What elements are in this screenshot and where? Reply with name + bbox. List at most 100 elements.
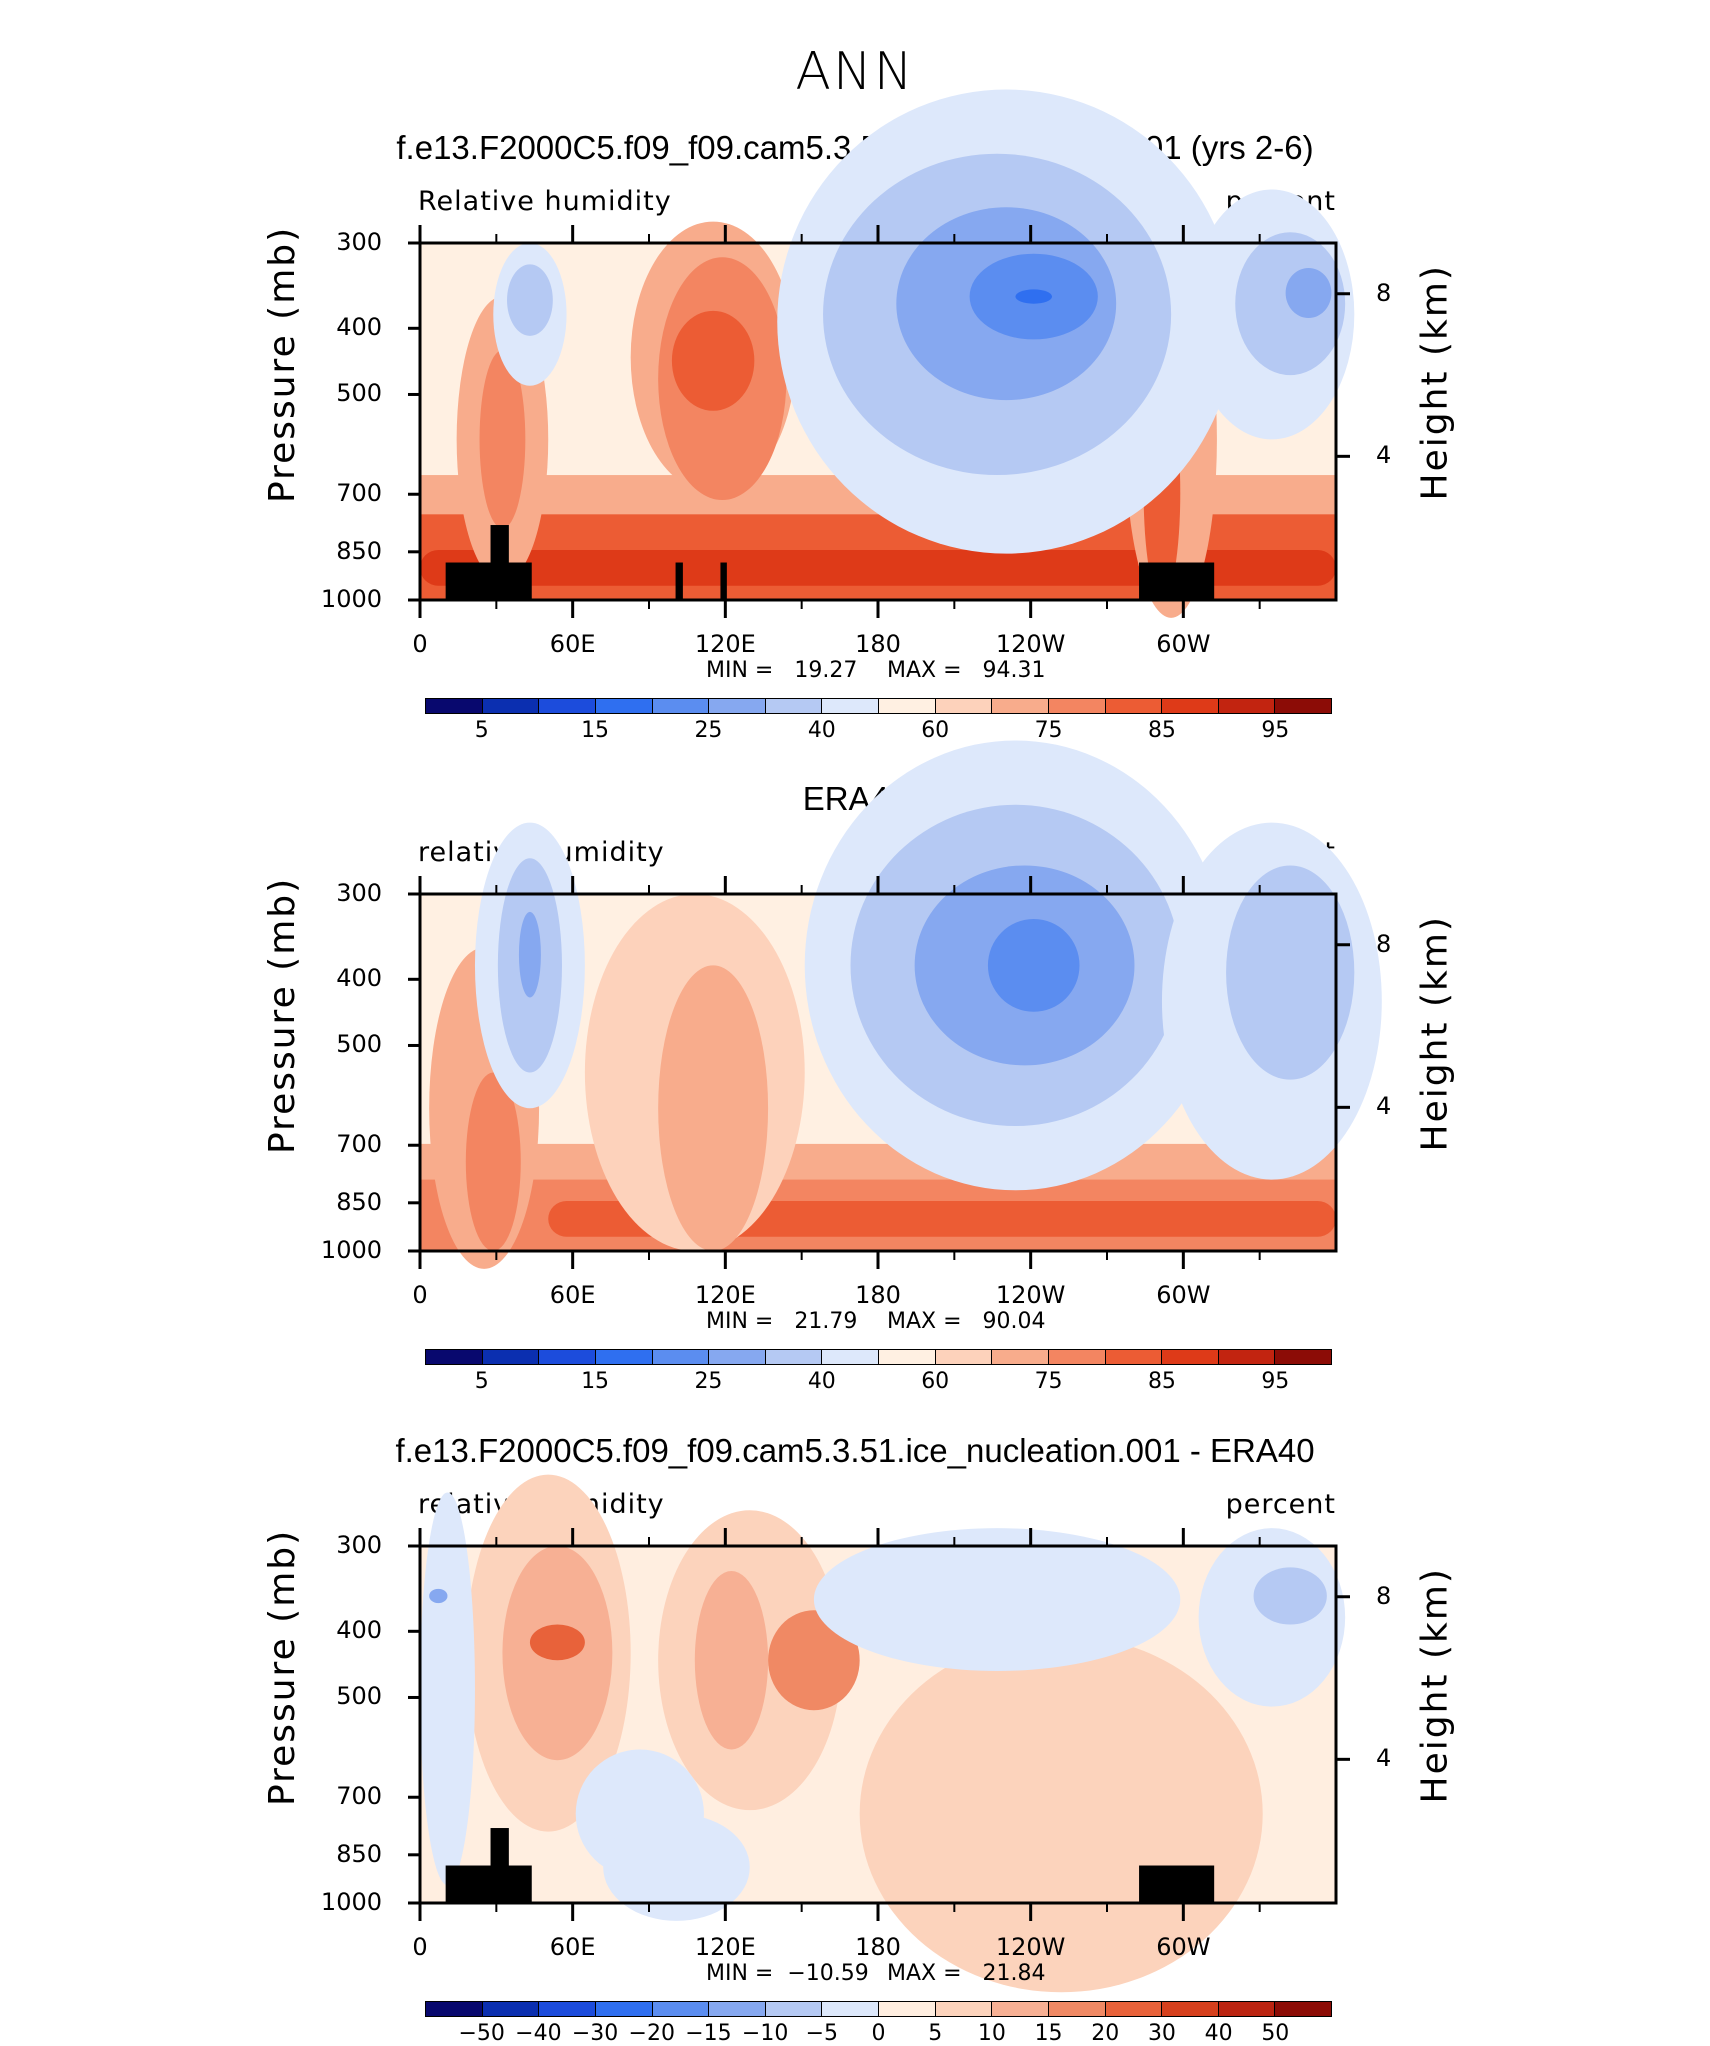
colorbar-swatch — [482, 1350, 540, 1364]
colorbar-swatch — [935, 1350, 993, 1364]
longitude-tick-label: 180 — [855, 1933, 901, 1961]
pressure-axis-title: Pressure (mb) — [262, 876, 303, 1154]
pressure-tick-label: 400 — [336, 1616, 382, 1645]
longitude-tick-label: 120W — [995, 1281, 1066, 1309]
colorbar-swatch — [652, 699, 710, 713]
colorbar-label: 95 — [1261, 718, 1290, 743]
height-tick-label: 4 — [1376, 1744, 1392, 1773]
longitude-tick-label: 0 — [412, 630, 428, 658]
colorbar-swatch — [1162, 699, 1219, 713]
colorbar-swatch — [709, 699, 766, 713]
contour-band — [671, 310, 755, 411]
colorbar-swatch — [992, 1350, 1049, 1364]
colorbar-swatch — [426, 1350, 483, 1364]
pressure-tick-label: 850 — [336, 1187, 382, 1216]
topography-mask — [1139, 1865, 1215, 1903]
pressure-tick-label: 500 — [336, 1030, 382, 1059]
contour-band — [1285, 267, 1332, 318]
colorbar-swatch — [426, 699, 483, 713]
colorbar-swatch — [1218, 699, 1276, 713]
pressure-tick-label: 1000 — [320, 585, 382, 613]
height-tick-label: 4 — [1376, 441, 1392, 470]
pressure-tick-label: 700 — [336, 1782, 382, 1811]
pressure-tick-label: 700 — [336, 479, 382, 508]
topography-mask — [490, 525, 509, 565]
colorbar-swatch — [1275, 2002, 1331, 2016]
height-tick-label: 8 — [1376, 278, 1392, 307]
height-tick-label: 4 — [1376, 1092, 1392, 1121]
colorbar-swatch — [1162, 2002, 1219, 2016]
colorbar-swatch — [765, 1350, 823, 1364]
contour-plot-1 — [408, 89, 1355, 618]
contour-plot-3 — [408, 1474, 1350, 1993]
height-axis-title: Height (km) — [1414, 263, 1456, 500]
colorbar-label: 40 — [807, 1369, 836, 1394]
colorbar-swatch — [822, 1350, 879, 1364]
colorbar-label: 75 — [1034, 1369, 1063, 1394]
contour-band — [420, 1492, 475, 1886]
pressure-axis-title: Pressure (mb) — [262, 1528, 303, 1806]
pressure-tick-label: 300 — [336, 879, 382, 907]
colorbar-swatch — [1048, 2002, 1106, 2016]
pressure-tick-label: 400 — [336, 313, 382, 342]
colorbar-swatch — [822, 699, 879, 713]
colorbar — [425, 698, 1332, 714]
max-value: MAX = 94.31 — [887, 658, 1046, 683]
colorbar-swatch — [1105, 2002, 1163, 2016]
height-tick-label: 8 — [1376, 1581, 1392, 1610]
colorbar-swatch — [879, 1350, 936, 1364]
colorbar-swatch — [879, 2002, 936, 2016]
max-value: MAX = 90.04 — [887, 1309, 1046, 1334]
colorbar-swatch — [1048, 1350, 1106, 1364]
colorbar-swatch — [992, 2002, 1049, 2016]
contour-band — [1226, 865, 1355, 1080]
contour-band — [694, 1570, 769, 1750]
colorbar-swatch — [482, 2002, 540, 2016]
colorbar-swatch — [709, 1350, 766, 1364]
contour-band — [987, 918, 1080, 1012]
colorbar-swatch — [879, 699, 936, 713]
colorbar-label: 25 — [694, 1369, 723, 1394]
colorbar-label: 75 — [1034, 718, 1063, 743]
colorbar-label: 25 — [694, 718, 723, 743]
colorbar-swatch — [1105, 699, 1163, 713]
colorbar-swatch — [539, 1350, 596, 1364]
colorbar-swatch — [652, 1350, 710, 1364]
topography-mask — [720, 562, 727, 600]
contour-band — [603, 1813, 750, 1921]
pressure-tick-label: 300 — [336, 1531, 382, 1559]
longitude-tick-label: 60E — [549, 1933, 596, 1961]
min-value: MIN = −10.59 — [706, 1961, 869, 1986]
contour-band — [1015, 289, 1053, 304]
colorbar-swatch — [992, 699, 1049, 713]
colorbar-swatch — [482, 699, 540, 713]
topography-mask — [445, 562, 532, 600]
variable-label: Relative humidity — [418, 186, 672, 217]
longitude-tick-label: 120W — [995, 1933, 1066, 1961]
longitude-tick-label: 60W — [1156, 630, 1211, 658]
colorbar-swatch — [1218, 2002, 1276, 2016]
longitude-tick-label: 120E — [694, 630, 756, 658]
colorbar-swatch — [539, 2002, 596, 2016]
colorbar-swatch — [1218, 1350, 1276, 1364]
colorbar-swatch — [539, 699, 596, 713]
colorbar-label: 40 — [807, 718, 836, 743]
colorbar-swatch — [1162, 1350, 1219, 1364]
contour-band — [465, 1072, 521, 1251]
colorbar-label: 15 — [581, 718, 610, 743]
contour-band — [813, 1528, 1181, 1671]
colorbar-swatch — [595, 699, 653, 713]
colorbar-label: 5 — [474, 718, 489, 743]
longitude-tick-label: 180 — [855, 630, 901, 658]
colorbar — [425, 1349, 1332, 1365]
longitude-tick-label: 120E — [694, 1281, 756, 1309]
max-value: MAX = 21.84 — [887, 1961, 1046, 1986]
colorbar-label: 15 — [581, 1369, 610, 1394]
pressure-tick-label: 700 — [336, 1130, 382, 1159]
colorbar-swatch — [935, 699, 993, 713]
longitude-tick-label: 0 — [412, 1281, 428, 1309]
contour-band — [518, 911, 541, 998]
contour-band — [479, 350, 526, 529]
height-axis-title: Height (km) — [1414, 1566, 1456, 1803]
contour-band — [420, 550, 1336, 586]
